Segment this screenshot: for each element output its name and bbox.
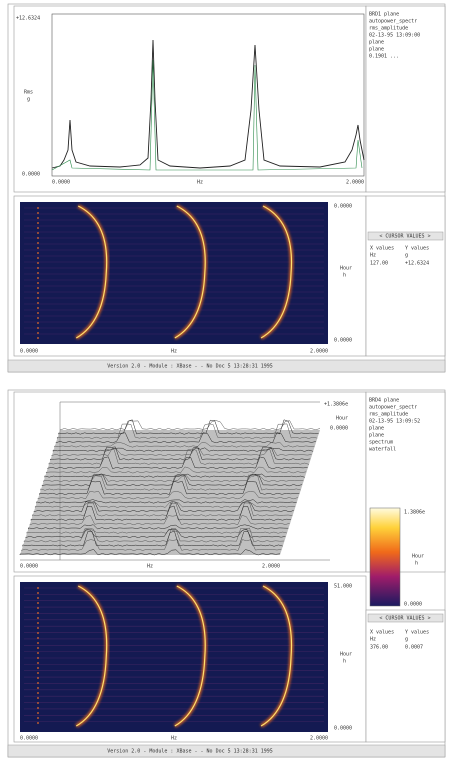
colorbar-bottom: 0.0000: [404, 602, 422, 608]
y-top-label: 51.000: [334, 584, 352, 590]
x-unit: Hz: [197, 180, 203, 186]
x-unit: Hz: [171, 349, 177, 355]
status-text: Version 2.0 - Module : XBase - - No Doc …: [107, 364, 273, 370]
colorbar: [370, 508, 400, 606]
info-line: plane: [369, 47, 384, 53]
x-left-label: 0.0000: [20, 349, 38, 355]
x-unit: Hz: [370, 637, 376, 643]
y-bottom-label: 0.0000: [334, 338, 352, 344]
y-bottom-label: 0.0000: [22, 172, 40, 178]
z-mid-label: 0.0000: [330, 426, 348, 432]
y-label: Hour: [340, 266, 352, 272]
x-unit: Hz: [147, 564, 153, 570]
status-text: Version 2.0 - Module : XBase - - No Doc …: [107, 749, 273, 755]
screenshot: +12.6324 Rms g 0.0000 0.0000 Hz 2.0000 B…: [0, 0, 449, 763]
y-value: +12.6324: [405, 261, 429, 267]
info-line: waterfall: [369, 447, 396, 453]
y-unit: g: [405, 637, 408, 643]
info-line: rms_amplitude: [369, 26, 408, 32]
z-top-label: +1.3806e: [324, 402, 348, 408]
y-bottom-label: 0.0000: [334, 726, 352, 732]
cursor-title: < CURSOR VALUES >: [379, 234, 430, 240]
x-right-label: 2.0000: [310, 736, 328, 742]
x-header: X values: [370, 246, 394, 252]
y-label: Rms: [24, 90, 33, 96]
cursor-panel: [366, 196, 445, 356]
x-left-label: 0.0000: [20, 564, 38, 570]
y-top-label: 0.0000: [334, 204, 352, 210]
info-line: plane: [369, 433, 384, 439]
info-line: rms_amplitude: [369, 412, 408, 418]
x-right-label: 2.0000: [262, 564, 280, 570]
info-line: BRD4 plane: [369, 398, 399, 404]
x-right-label: 2.0000: [310, 349, 328, 355]
y-unit: g: [405, 253, 408, 259]
info-line: plane: [369, 40, 384, 46]
y-header: Y values: [405, 630, 429, 636]
y-value: 0.0007: [405, 645, 423, 651]
info-line: 02-13-95 13:09:00: [369, 33, 420, 39]
x-header: X values: [370, 630, 394, 636]
colorbar-label: Hour: [412, 554, 424, 560]
y-top-label: +12.6324: [16, 16, 40, 22]
info-line: spectrum: [369, 440, 393, 446]
info-line: BRD1 plane: [369, 12, 399, 18]
x-value: 127.00: [370, 261, 388, 267]
info-line: plane: [369, 426, 384, 432]
x-value: 376.00: [370, 645, 388, 651]
spectrum-plot-area: [52, 14, 364, 176]
x-unit: Hz: [370, 253, 376, 259]
info-line: 0.1901 ...: [369, 54, 399, 60]
colorbar-top: 1.3806e: [404, 510, 425, 516]
y-unit: h: [343, 659, 346, 665]
y-label: Hour: [340, 652, 352, 658]
x-left-label: 0.0000: [52, 180, 70, 186]
y-unit: h: [343, 273, 346, 279]
y-unit: g: [27, 97, 30, 103]
x-right-label: 2.0000: [346, 180, 364, 186]
x-left-label: 0.0000: [20, 736, 38, 742]
x-unit: Hz: [171, 736, 177, 742]
y-header: Y values: [405, 246, 429, 252]
cursor-title: < CURSOR VALUES >: [379, 616, 430, 622]
info-line: autopower_spectr: [369, 19, 417, 25]
info-line: autopower_spectr: [369, 405, 417, 411]
z-label: Hour: [336, 416, 348, 422]
colorbar-unit: h: [415, 561, 418, 567]
info-line: 02-13-95 13:09:52: [369, 419, 420, 425]
